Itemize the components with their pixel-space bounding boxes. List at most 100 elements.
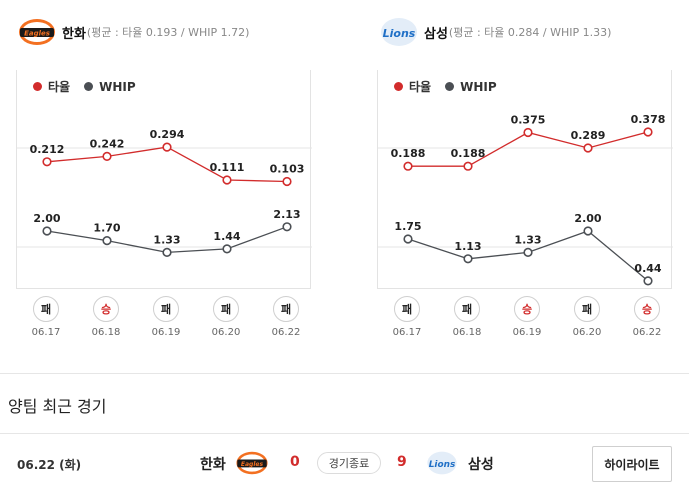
avg-data-point (282, 176, 292, 187)
whip-data-label: 1.33 (514, 233, 541, 246)
team-average-stats: (평균 : 타율 0.193 / WHIP 1.72) (86, 26, 250, 39)
avg-series-line (46, 146, 288, 183)
legend-avg: 타율 (33, 78, 70, 95)
game-result-item[interactable]: 승 06.18 (86, 296, 126, 338)
hanwha-recent-results: 패 06.17 승 06.18 패 06.19 패 06.20 패 06.22 (16, 296, 316, 346)
chart-legend: 타율 WHIP (394, 78, 511, 95)
whip-data-point (162, 247, 172, 257)
whip-data-point (463, 254, 473, 264)
whip-data-label: 1.70 (93, 222, 120, 235)
whip-dot-icon (84, 82, 94, 91)
game-date: 06.22 (271, 327, 301, 338)
legend-avg: 타율 (394, 78, 431, 95)
avg-data-label: 0.294 (150, 128, 185, 141)
team-average-stats: (평균 : 타율 0.284 / WHIP 1.33) (448, 26, 612, 39)
avg-data-point (102, 151, 112, 161)
loss-badge: 패 (213, 296, 239, 322)
avg-data-label: 0.289 (571, 129, 606, 142)
whip-data-point (523, 247, 533, 257)
whip-data-point (583, 226, 593, 236)
hanwha-eagles-logo[interactable]: Eagles (16, 14, 58, 50)
win-badge: 승 (93, 296, 119, 322)
section-title: 양팀 최근 경기 (8, 397, 107, 416)
whip-data-label: 1.44 (213, 230, 240, 243)
game-date: 06.20 (572, 327, 602, 338)
svg-text:Eagles: Eagles (24, 30, 50, 38)
whip-dot-icon (445, 82, 455, 91)
whip-data-label: 1.13 (454, 240, 481, 253)
away-score: 9 (397, 454, 407, 470)
avg-data-label: 0.103 (270, 163, 305, 176)
whip-data-point (222, 244, 232, 254)
game-date: 06.18 (452, 327, 482, 338)
loss-badge: 패 (574, 296, 600, 322)
svg-text:Lions: Lions (383, 27, 416, 40)
whip-data-label: 2.13 (273, 208, 300, 221)
game-date: 06.19 (512, 327, 542, 338)
avg-data-point (42, 157, 52, 167)
hanwha-line-chart: 0.212 0.242 0.294 0.111 0.103 2.00 1.70 1.33 1.4… (17, 128, 312, 257)
legend-whip: WHIP (84, 80, 136, 94)
whip-data-label: 0.44 (634, 262, 661, 275)
game-date: 06.20 (211, 327, 241, 338)
loss-badge: 패 (273, 296, 299, 322)
recent-match-row[interactable]: 06.22 (화) 한화 Eagles 0 경기종료 9 Lions 삼성 하이… (0, 446, 689, 482)
whip-data-label: 2.00 (574, 212, 601, 225)
game-result-item[interactable]: 패 06.20 (206, 296, 246, 338)
team-header-hanwha: Eagles 한화 (평균 : 타율 0.193 / WHIP 1.72) (16, 14, 249, 50)
avg-dot-icon (33, 82, 42, 91)
highlight-button[interactable]: 하이라이트 (592, 446, 672, 482)
game-result-item[interactable]: 패 06.20 (567, 296, 607, 338)
match-date: 06.22 (화) (17, 458, 82, 472)
whip-data-point (102, 236, 112, 246)
whip-data-point (42, 226, 52, 236)
game-result-item[interactable]: 승 06.22 (627, 296, 667, 338)
samsung-lions-logo[interactable]: Lions (378, 14, 420, 50)
avg-data-label: 0.188 (451, 147, 486, 160)
team-header-samsung: Lions 삼성 (평균 : 타율 0.284 / WHIP 1.33) (378, 14, 611, 50)
team-name: 한화 (62, 26, 86, 42)
whip-data-point (282, 222, 292, 232)
match-status-badge: 경기종료 (317, 452, 381, 474)
whip-data-label: 1.75 (394, 220, 421, 233)
whip-data-point (643, 276, 653, 286)
win-badge: 승 (634, 296, 660, 322)
game-result-item[interactable]: 패 06.17 (26, 296, 66, 338)
avg-data-label: 0.111 (210, 161, 245, 174)
hanwha-eagles-logo[interactable]: Eagles (234, 450, 270, 476)
loss-badge: 패 (153, 296, 179, 322)
whip-data-point (403, 234, 413, 244)
avg-data-label: 0.188 (391, 147, 426, 160)
legend-whip: WHIP (445, 80, 497, 94)
section-divider (0, 433, 689, 434)
game-result-item[interactable]: 승 06.19 (507, 296, 547, 338)
game-result-item[interactable]: 패 06.18 (447, 296, 487, 338)
avg-series-line (408, 131, 649, 167)
game-date: 06.17 (31, 327, 61, 338)
svg-text:Lions: Lions (429, 460, 456, 470)
away-team-name[interactable]: 삼성 (468, 457, 494, 473)
game-result-item[interactable]: 패 06.22 (266, 296, 306, 338)
section-divider (0, 373, 689, 374)
loss-badge: 패 (33, 296, 59, 322)
avg-data-label: 0.212 (30, 143, 65, 156)
home-team-name[interactable]: 한화 (200, 457, 226, 473)
hanwha-stats-chart: 타율 WHIP 0.212 0.242 0.294 0.111 0.103 2.00 1.7… (16, 70, 312, 289)
legend-avg-label: 타율 (48, 80, 71, 94)
avg-data-point (463, 161, 473, 171)
legend-whip-label: WHIP (99, 79, 136, 94)
svg-text:Eagles: Eagles (241, 461, 264, 468)
samsung-lions-logo[interactable]: Lions (424, 450, 460, 476)
whip-data-label: 2.00 (33, 212, 60, 225)
samsung-recent-results: 패 06.17 패 06.18 승 06.19 패 06.20 승 06.22 (377, 296, 677, 346)
legend-avg-label: 타율 (409, 80, 432, 94)
loss-badge: 패 (394, 296, 420, 322)
home-score: 0 (290, 454, 300, 470)
avg-data-point (162, 142, 172, 152)
avg-data-point (643, 127, 653, 137)
game-result-item[interactable]: 패 06.17 (387, 296, 427, 338)
game-date: 06.18 (91, 327, 121, 338)
game-result-item[interactable]: 패 06.19 (146, 296, 186, 338)
avg-data-label: 0.242 (90, 137, 125, 150)
team-name: 삼성 (424, 26, 448, 42)
